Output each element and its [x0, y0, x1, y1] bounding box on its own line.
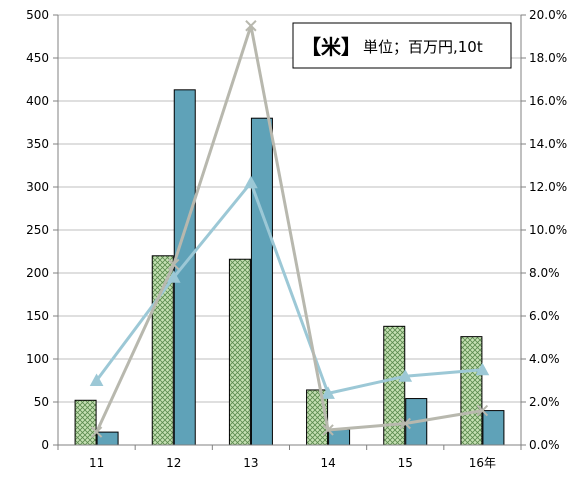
line-series-2 [95, 24, 483, 433]
x-axis-tick-label: 12 [166, 456, 181, 470]
x-axis-tick-label: 11 [89, 456, 104, 470]
left-axis-tick-label: 350 [26, 137, 49, 151]
bar-series-2 [250, 117, 273, 446]
left-axis-tick-label: 400 [26, 94, 49, 108]
left-axis-tick-label: 300 [26, 180, 49, 194]
right-axis-tick-label: 4.0% [529, 352, 560, 366]
line-point-x [476, 404, 489, 417]
right-axis-tick-label: 0.0% [529, 438, 560, 452]
right-axis-tick-label: 20.0% [529, 8, 567, 22]
line-point-x [245, 20, 257, 32]
right-axis-tick-label: 12.0% [529, 180, 567, 194]
line-point-x [399, 417, 411, 430]
left-axis-tick-label: 500 [26, 8, 49, 22]
right-axis-tick-label: 10.0% [529, 223, 567, 237]
bar-series-1 [228, 258, 251, 446]
annotation-frame [292, 22, 512, 69]
bar-series-1 [74, 399, 97, 446]
bar-series-2 [96, 431, 119, 446]
x-axis-tick-label: 16年 [469, 456, 496, 470]
right-axis-tick-label: 14.0% [529, 137, 567, 151]
bar-series-2 [328, 429, 351, 446]
bars [74, 89, 505, 446]
left-axis-tick-label: 200 [26, 266, 49, 280]
right-axis-tick-label: 2.0% [529, 395, 560, 409]
line-point-triangle [321, 386, 335, 399]
line-point-triangle [166, 270, 181, 283]
left-axis-tick-label: 150 [26, 309, 49, 323]
right-axis-tick-label: 16.0% [529, 94, 567, 108]
x-axis-tick-label: 15 [398, 456, 413, 470]
right-axis-tick-label: 18.0% [529, 51, 567, 65]
bar-series-2 [482, 410, 505, 446]
x-axis-tick-label: 13 [243, 456, 258, 470]
line-point-x [168, 258, 180, 271]
right-axis-tick-label: 8.0% [529, 266, 560, 280]
annotation-box: 【米】 単位；百万円,10t [292, 22, 512, 69]
left-axis-tick-label: 250 [26, 223, 49, 237]
x-axis-tick-label: 14 [320, 456, 335, 470]
left-axis-tick-label: 0 [41, 438, 49, 452]
line-point-triangle [398, 369, 413, 382]
line-point-x [322, 424, 334, 436]
line-point-x [90, 426, 103, 438]
series-lines [89, 20, 490, 438]
line-point-triangle [89, 373, 104, 386]
annotation-bracket-text: 【米】 [301, 35, 361, 59]
line-point-triangle [244, 175, 258, 189]
line-point-triangle [475, 362, 490, 376]
left-axis-tick-label: 100 [26, 352, 49, 366]
left-axis-tick-label: 450 [26, 51, 49, 65]
right-axis-tick-label: 6.0% [529, 309, 560, 323]
axes: 0 50 100 150 200 250 300 350 400 450 500 0.0% 2.0% 4.… [26, 8, 567, 470]
bar-series-1 [460, 336, 483, 446]
annotation-unit-text: 単位；百万円,10t [363, 38, 483, 56]
left-axis-tick-label: 50 [34, 395, 49, 409]
